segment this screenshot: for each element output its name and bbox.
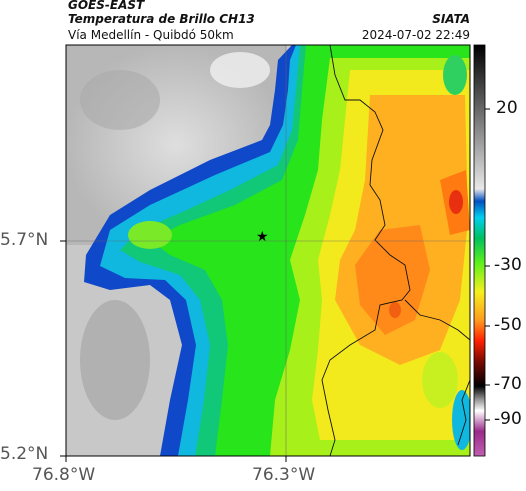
colorbar-tick-minus50: -50 bbox=[494, 315, 522, 335]
colorbar-tick-minus90: -90 bbox=[494, 409, 522, 429]
org-label: SIATA bbox=[432, 12, 470, 26]
satellite-imagery bbox=[66, 45, 470, 456]
product-title: Temperatura de Brillo CH13 bbox=[68, 12, 255, 26]
lon-tick-76-3: 76.3°W bbox=[252, 465, 316, 485]
colorbar bbox=[473, 44, 486, 457]
location-marker: ★ bbox=[256, 229, 269, 245]
lat-tick-5-2: 5.2°N bbox=[0, 444, 49, 464]
colorbar-tick-20: 20 bbox=[496, 98, 518, 118]
region-subtitle: Vía Medellín - Quibdó 50km bbox=[68, 28, 234, 42]
timestamp: 2024-07-02 22:49 bbox=[361, 28, 470, 42]
colorbar-tick-minus30: -30 bbox=[494, 255, 522, 275]
satellite-name: GOES-EAST bbox=[68, 0, 145, 12]
colorbar-tick-minus70: -70 bbox=[494, 374, 522, 394]
lat-tick-5-7: 5.7°N bbox=[0, 230, 49, 250]
lon-tick-76-8: 76.8°W bbox=[32, 465, 96, 485]
